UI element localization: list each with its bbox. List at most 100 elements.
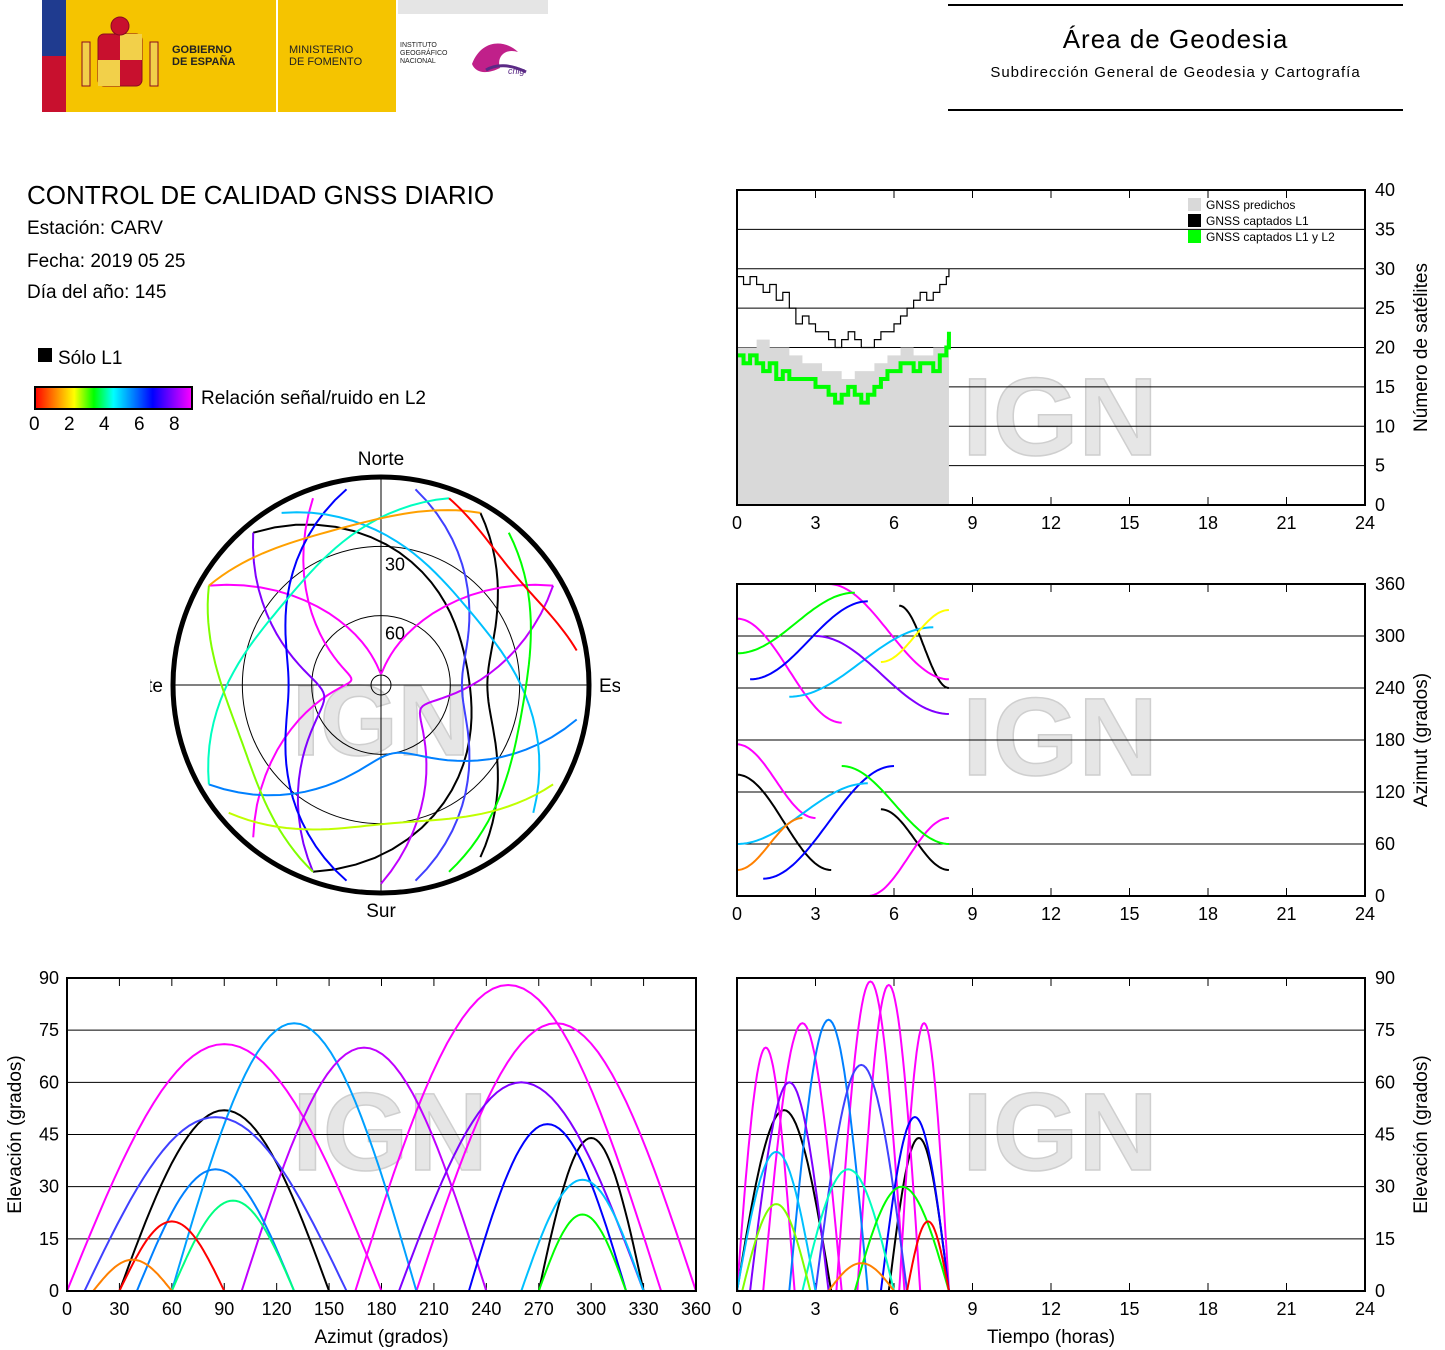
x-tick-label: 24 (1355, 1299, 1375, 1319)
x-tick-label: 120 (262, 1299, 292, 1319)
azimuth-track (736, 743, 816, 819)
horizon-circle (170, 474, 592, 896)
y-tick-label: 60 (1375, 1072, 1395, 1092)
only-l1-swatch (38, 348, 52, 362)
azimuth-track (736, 817, 803, 871)
azimuth-track (815, 635, 949, 715)
y-tick-label: 45 (39, 1125, 59, 1145)
series-l1-line (737, 268, 950, 349)
legend-label: GNSS captados L1 y L2 (1206, 230, 1335, 244)
series-predicted-area (737, 323, 949, 505)
sky-track (448, 532, 532, 873)
elevation-track (398, 1081, 645, 1292)
elevation-track (520, 1178, 645, 1292)
y-axis-label: Elevación (grados) (1411, 1055, 1432, 1213)
azimuth-track (880, 808, 949, 871)
x-tick-label: 12 (1041, 1299, 1061, 1319)
x-tick-label: 3 (810, 904, 820, 924)
elevation-time-track (736, 1150, 817, 1292)
elevation-track (170, 1199, 296, 1292)
elevation-time-track (835, 980, 906, 1292)
x-tick-label: 21 (1276, 1299, 1296, 1319)
y-tick-label: 5 (1375, 456, 1385, 476)
ign-watermark: IGN (962, 356, 1158, 479)
snr-tick-label: 8 (169, 414, 180, 435)
legend-swatch (1188, 214, 1201, 227)
legend-label: GNSS predichos (1206, 198, 1295, 212)
area-title: Área de Geodesia (1062, 24, 1289, 54)
x-tick-label: 0 (732, 513, 742, 533)
x-tick-label: 360 (681, 1299, 711, 1319)
elevation-track (537, 1213, 628, 1292)
legend-swatch (1188, 198, 1201, 211)
elevation-track (83, 1116, 348, 1292)
report-title: CONTROL DE CALIDAD GNSS DIARIO (27, 180, 495, 210)
y-tick-label: 75 (39, 1020, 59, 1040)
x-tick-label: 0 (732, 1299, 742, 1319)
snr-label: Relación señal/ruido en L2 (201, 388, 426, 409)
x-tick-label: 240 (471, 1299, 501, 1319)
x-tick-label: 12 (1041, 904, 1061, 924)
south-label: Sur (366, 901, 396, 922)
ministerio-line1: MINISTERIO (289, 44, 354, 56)
sky-track (281, 511, 541, 814)
elevation-time-track (906, 1220, 950, 1292)
x-tick-label: 30 (109, 1299, 129, 1319)
x-tick-label: 24 (1355, 904, 1375, 924)
y-tick-label: 0 (1375, 886, 1385, 906)
elevation-track (118, 1109, 331, 1292)
x-tick-label: 6 (889, 513, 899, 533)
x-tick-label: 24 (1355, 513, 1375, 533)
y-tick-label: 120 (1375, 782, 1405, 802)
only-l1-label: Sólo L1 (58, 348, 123, 369)
elevation-time-track (856, 983, 922, 1292)
y-tick-label: 10 (1375, 416, 1395, 436)
x-tick-label: 15 (1119, 1299, 1139, 1319)
sky-track (479, 512, 499, 858)
cnig-text: cnig (508, 66, 525, 76)
gobierno-line1: GOBIERNO (172, 44, 232, 56)
elevation-time-track (736, 1109, 833, 1292)
ign-line2: GEOGRÁFICO (400, 50, 448, 57)
y-tick-label: 15 (39, 1229, 59, 1249)
ring-label: 30 (385, 554, 405, 574)
date-label: Fecha: 2019 05 25 (27, 251, 186, 272)
x-axis-label: Azimut (grados) (314, 1327, 448, 1348)
elevation-time-track (741, 1203, 812, 1292)
gobierno-line2: DE ESPAÑA (172, 56, 236, 68)
x-tick-label: 21 (1276, 904, 1296, 924)
snr-tick-label: 0 (29, 414, 40, 435)
x-tick-label: 300 (576, 1299, 606, 1319)
x-tick-label: 12 (1041, 513, 1061, 533)
legend-swatch (1188, 230, 1201, 243)
elevation-time-track (749, 1081, 830, 1292)
azimuth-track (880, 609, 949, 663)
elevation-time-chart: IGN 0 15 30 45 60 75 90 0 3 6 9 12 15 18 21 24 Elevación … (732, 968, 1432, 1348)
plot-border (736, 189, 1366, 506)
snr-colorbar-rect (34, 386, 193, 410)
sky-track (284, 488, 348, 882)
ministerio-logo-panel (278, 0, 396, 112)
x-tick-label: 330 (629, 1299, 659, 1319)
y-tick-label: 360 (1375, 574, 1405, 594)
legend-label: GNSS captados L1 (1206, 214, 1309, 228)
x-tick-label: 9 (967, 1299, 977, 1319)
x-tick-label: 15 (1119, 904, 1139, 924)
y-tick-label: 30 (1375, 1177, 1395, 1197)
satellites-chart: IGN 0 5 10 15 20 25 30 35 40 0 3 6 9 12 15 18 21 24 Número … (732, 180, 1432, 533)
sky-track (414, 488, 471, 882)
elevation-time-track (736, 1046, 796, 1292)
y-tick-label: 240 (1375, 678, 1405, 698)
west-label: Oeste (150, 676, 163, 697)
azimuth-track (828, 583, 949, 681)
y-tick-label: 60 (1375, 834, 1395, 854)
x-axis-label: Tiempo (horas) (987, 1327, 1115, 1348)
ign-logo-bar (398, 0, 548, 14)
sky-track (207, 497, 450, 785)
ign-watermark: IGN (962, 1071, 1158, 1194)
area-subtitle: Subdirección General de Geodesia y Carto… (990, 64, 1361, 81)
snr-colorbar (34, 386, 193, 410)
x-tick-label: 18 (1198, 1299, 1218, 1319)
sky-track (208, 509, 481, 587)
azimuth-track (899, 604, 949, 689)
